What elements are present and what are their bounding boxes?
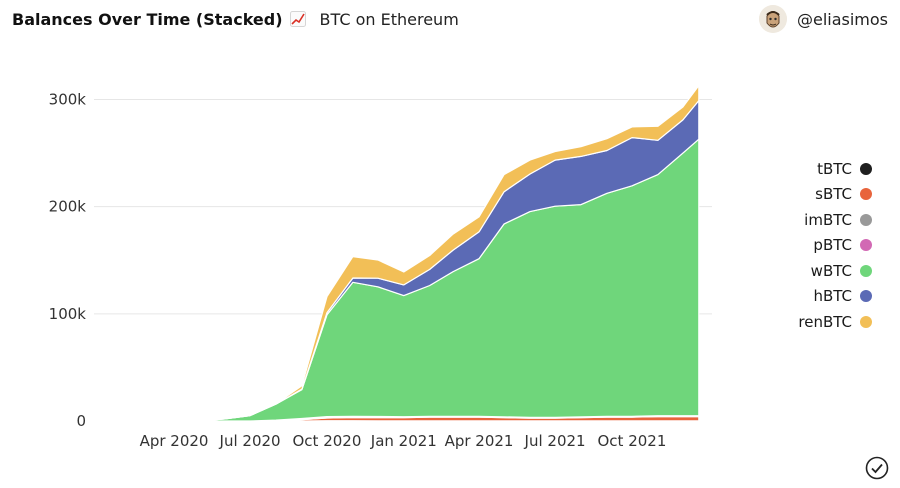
legend-swatch <box>860 264 872 277</box>
x-tick-label: Jul 2021 <box>524 432 586 450</box>
x-tick-label: Oct 2020 <box>293 432 362 450</box>
x-tick-label: Apr 2020 <box>140 432 209 450</box>
legend-label: pBTC <box>813 236 852 255</box>
legend-item-wbtc[interactable]: wBTC <box>798 258 872 284</box>
legend-swatch <box>860 315 872 328</box>
legend-label: hBTC <box>813 287 852 306</box>
y-tick-label: 300k <box>49 90 87 108</box>
chart-title: Balances Over Time (Stacked) <box>12 9 283 29</box>
legend-label: renBTC <box>798 312 852 331</box>
x-tick-label: Oct 2021 <box>598 432 667 450</box>
legend-label: tBTC <box>817 159 852 178</box>
y-tick-label: 0 <box>76 412 86 430</box>
legend-swatch <box>860 239 872 252</box>
legend-swatch <box>860 162 872 175</box>
y-tick-label: 200k <box>49 198 87 216</box>
chart-legend: tBTC sBTC imBTC pBTC wBTC hBTC renBTC <box>798 156 872 335</box>
legend-item-renbtc[interactable]: renBTC <box>798 309 872 335</box>
username[interactable]: @eliasimos <box>796 9 888 29</box>
y-tick-label: 100k <box>49 305 87 323</box>
legend-swatch <box>860 188 872 201</box>
area-renbtc <box>123 85 700 422</box>
legend-item-sbtc[interactable]: sBTC <box>798 182 872 208</box>
legend-item-pbtc[interactable]: pBTC <box>798 233 872 259</box>
legend-item-hbtc[interactable]: hBTC <box>798 284 872 310</box>
user-badge[interactable]: @eliasimos <box>758 4 888 34</box>
chart-increasing-icon <box>289 11 306 27</box>
legend-swatch <box>860 213 872 226</box>
avatar[interactable] <box>758 5 787 33</box>
legend-item-imbtc[interactable]: imBTC <box>798 207 872 233</box>
x-tick-label: Jul 2020 <box>219 432 281 450</box>
x-tick-label: Jan 2021 <box>370 432 437 450</box>
legend-label: wBTC <box>810 261 852 280</box>
legend-label: sBTC <box>815 185 852 204</box>
check-circle-icon[interactable] <box>865 456 889 480</box>
chart-header: Balances Over Time (Stacked) BTC on Ethe… <box>12 6 459 32</box>
avatar-icon <box>758 5 787 33</box>
x-tick-label: Apr 2021 <box>445 432 514 450</box>
legend-item-tbtc[interactable]: tBTC <box>798 156 872 182</box>
legend-label: imBTC <box>804 210 852 229</box>
chart-subtitle: BTC on Ethereum <box>319 9 459 29</box>
legend-swatch <box>860 290 872 303</box>
